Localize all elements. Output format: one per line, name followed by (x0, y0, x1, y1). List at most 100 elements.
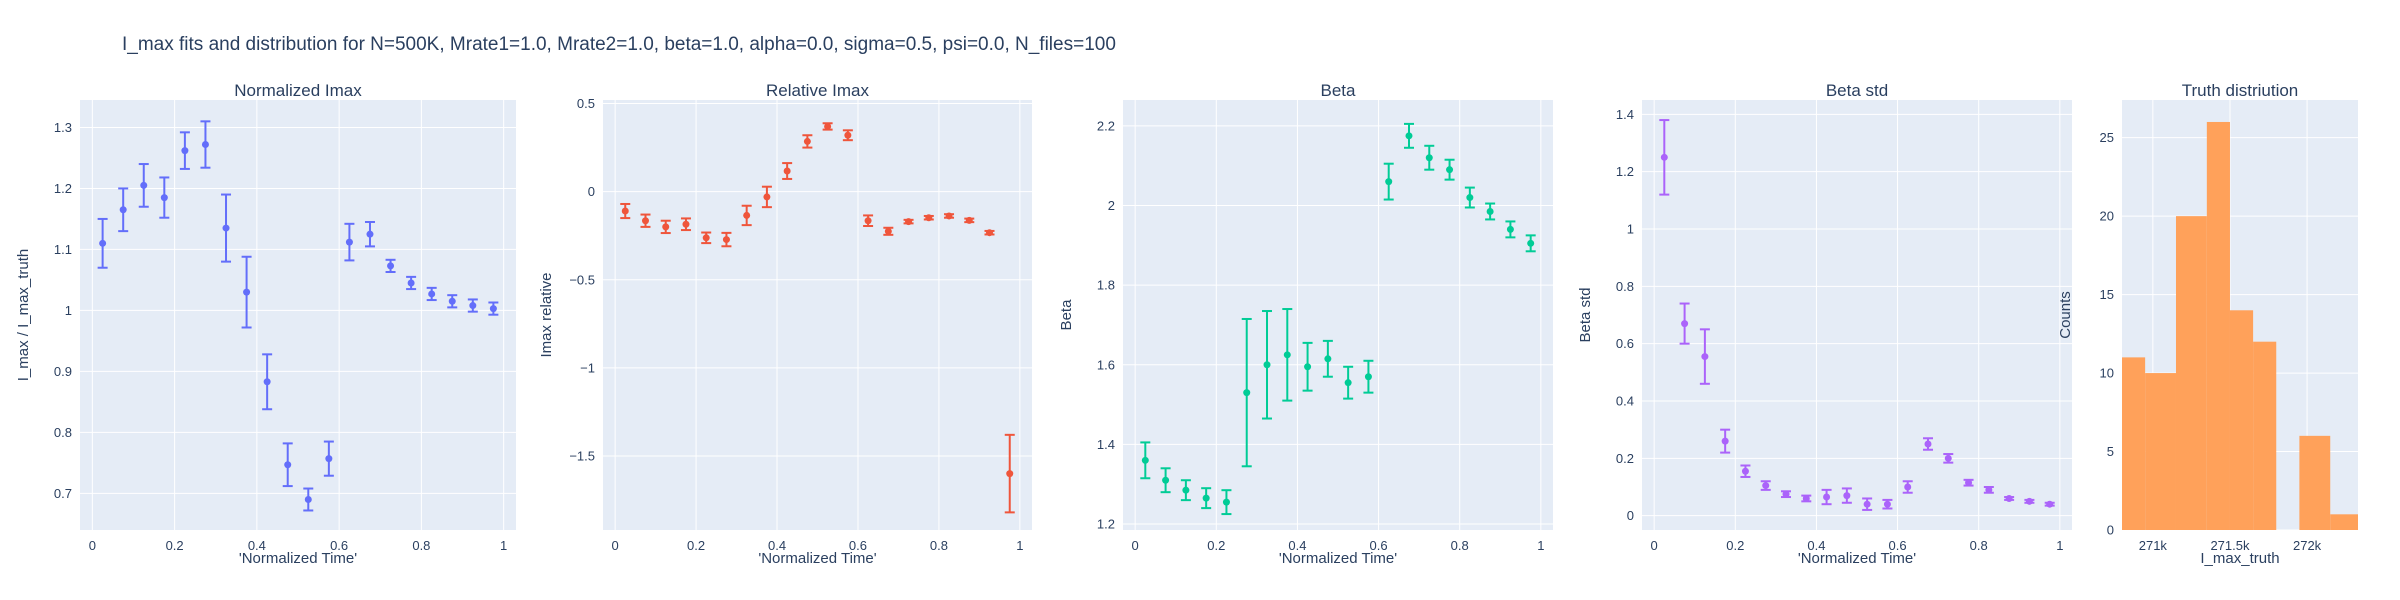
y-tick-label: 0 (588, 184, 595, 199)
y-tick-label: 1.1 (54, 242, 72, 257)
data-point[interactable] (1344, 379, 1352, 387)
data-point[interactable] (304, 496, 312, 504)
data-point[interactable] (99, 239, 107, 247)
data-point[interactable] (1863, 500, 1871, 508)
data-point[interactable] (925, 214, 933, 222)
data-point[interactable] (1883, 500, 1891, 508)
data-point[interactable] (844, 131, 852, 139)
data-point[interactable] (1324, 355, 1332, 363)
data-point[interactable] (284, 461, 292, 469)
data-point[interactable] (621, 207, 629, 215)
data-point[interactable] (1425, 154, 1433, 162)
data-point[interactable] (986, 229, 994, 237)
x-tick-label: 0 (1651, 538, 1658, 553)
data-point[interactable] (1741, 467, 1749, 475)
histogram-bar[interactable] (2229, 310, 2254, 530)
data-point[interactable] (1823, 493, 1831, 501)
histogram-bar[interactable] (2206, 121, 2230, 531)
data-point[interactable] (1263, 361, 1271, 369)
data-point[interactable] (763, 193, 771, 201)
data-point[interactable] (965, 216, 973, 224)
data-point[interactable] (387, 262, 395, 270)
data-point[interactable] (1782, 490, 1790, 498)
histogram-bar[interactable] (2253, 341, 2277, 530)
data-point[interactable] (181, 147, 189, 155)
data-point[interactable] (803, 137, 811, 145)
data-point[interactable] (662, 223, 670, 231)
data-point[interactable] (1141, 456, 1149, 464)
data-point[interactable] (243, 288, 251, 296)
data-point[interactable] (469, 302, 477, 310)
data-point[interactable] (824, 122, 832, 130)
data-point[interactable] (1364, 373, 1372, 381)
x-tick-label: 0.6 (1370, 538, 1388, 553)
data-point[interactable] (222, 224, 230, 232)
data-point[interactable] (140, 181, 148, 189)
data-point[interactable] (783, 167, 791, 175)
data-point[interactable] (1486, 207, 1494, 215)
data-point[interactable] (1222, 498, 1230, 506)
data-point[interactable] (905, 218, 913, 226)
data-point[interactable] (1405, 132, 1413, 140)
data-point[interactable] (1985, 486, 1993, 494)
data-point[interactable] (1681, 320, 1689, 328)
data-point[interactable] (2005, 494, 2013, 502)
data-point[interactable] (428, 290, 436, 298)
data-point[interactable] (1182, 486, 1190, 494)
data-point[interactable] (722, 236, 730, 244)
histogram-bar[interactable] (2145, 373, 2176, 530)
data-point[interactable] (1527, 239, 1535, 247)
y-axis-title: Imax relative (538, 272, 555, 357)
data-point[interactable] (1701, 353, 1709, 361)
data-point[interactable] (702, 234, 710, 242)
data-point[interactable] (2046, 500, 2054, 508)
data-point[interactable] (119, 206, 127, 214)
data-point[interactable] (1904, 483, 1912, 491)
data-point[interactable] (345, 238, 353, 246)
data-point[interactable] (407, 279, 415, 287)
data-point[interactable] (1304, 363, 1312, 371)
data-point[interactable] (2025, 497, 2033, 505)
data-point[interactable] (1162, 476, 1170, 484)
x-axis-title: I_max_truth (2200, 550, 2279, 567)
data-point[interactable] (1506, 225, 1514, 233)
data-point[interactable] (1924, 440, 1932, 448)
panel-2: 0 0.2 0.4 0.6 0.8 1 −1.5 −1 −0.5 0 0.5 Relative Ima… (538, 81, 1032, 567)
data-point[interactable] (743, 211, 751, 219)
data-point[interactable] (325, 455, 333, 463)
data-point[interactable] (1944, 454, 1952, 462)
data-point[interactable] (682, 220, 690, 228)
data-point[interactable] (864, 217, 872, 225)
y-tick-label: 1.3 (54, 120, 72, 135)
data-point[interactable] (366, 230, 374, 238)
data-point[interactable] (1006, 470, 1014, 478)
data-point[interactable] (1802, 494, 1810, 502)
data-point[interactable] (1202, 494, 1210, 502)
data-point[interactable] (489, 305, 497, 313)
data-point[interactable] (448, 297, 456, 305)
data-point[interactable] (1446, 166, 1454, 174)
data-point[interactable] (1243, 389, 1251, 397)
data-point[interactable] (1762, 482, 1770, 490)
data-point[interactable] (1385, 178, 1393, 186)
data-point[interactable] (1660, 153, 1668, 161)
data-point[interactable] (884, 227, 892, 235)
histogram-bar[interactable] (2299, 435, 2331, 530)
x-tick-label: 272k (2293, 538, 2322, 553)
x-tick-label: 0.6 (1889, 538, 1907, 553)
histogram-bar[interactable] (2330, 514, 2358, 530)
data-point[interactable] (1965, 479, 1973, 487)
x-tick-label: 0.4 (248, 538, 266, 553)
data-point[interactable] (1283, 351, 1291, 359)
data-point[interactable] (201, 141, 209, 149)
data-point[interactable] (641, 217, 649, 225)
histogram-bar[interactable] (2175, 216, 2207, 530)
data-point[interactable] (263, 378, 271, 386)
histogram-bar[interactable] (2122, 357, 2146, 530)
data-point[interactable] (1843, 492, 1851, 500)
data-point[interactable] (160, 194, 168, 202)
data-point[interactable] (945, 212, 953, 220)
data-point[interactable] (1466, 194, 1474, 202)
x-tick-label: 0.8 (1970, 538, 1988, 553)
data-point[interactable] (1721, 437, 1729, 445)
